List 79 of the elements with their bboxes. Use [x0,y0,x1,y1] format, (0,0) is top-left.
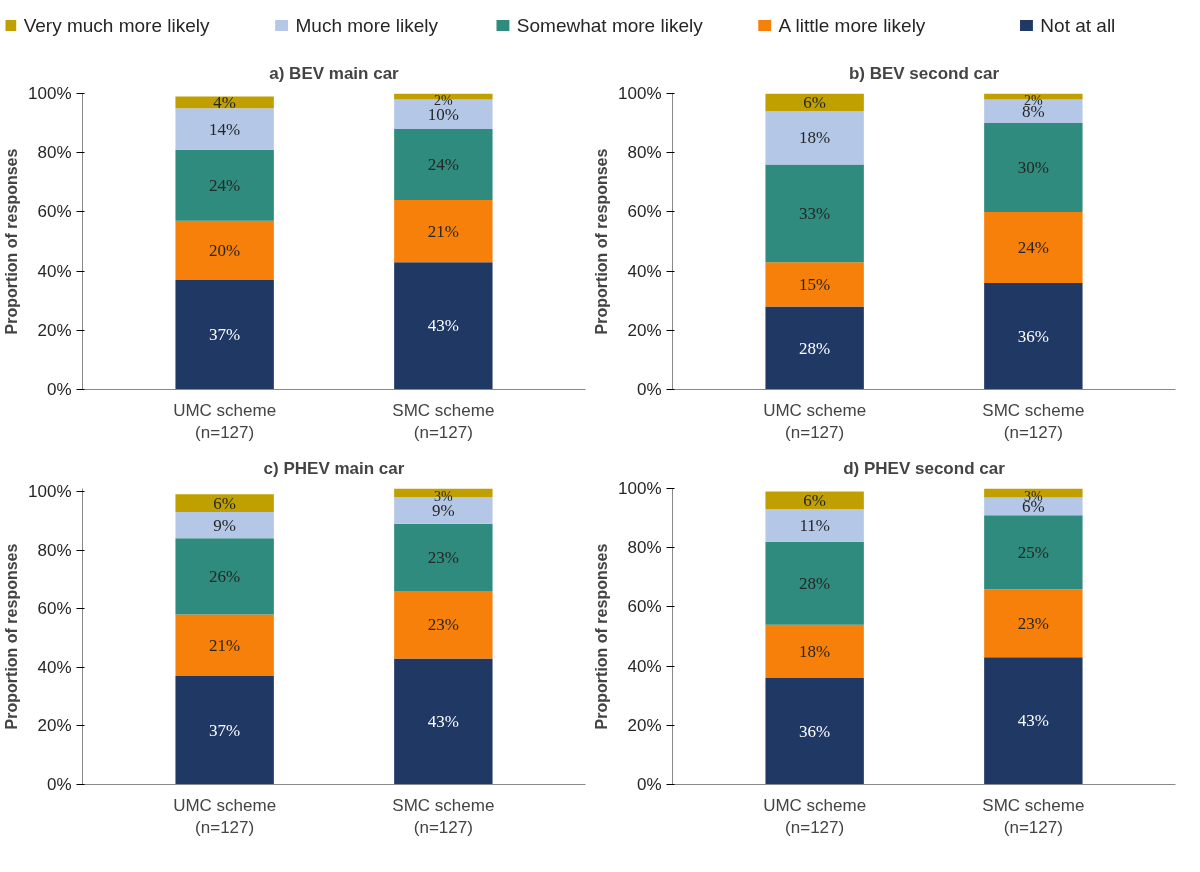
data-label: 24% [427,155,459,175]
legend-label: Not at all [1040,15,1116,36]
x-tick-label: UMC scheme (n=127) [173,795,277,838]
data-label: 23% [427,615,459,635]
legend-label: Much more likely [295,15,439,36]
y-tick-label: 100% [28,481,72,501]
data-label: 37% [209,720,241,740]
y-axis-title: Proportion of responses [593,148,611,335]
y-tick-label: 40% [37,261,72,281]
data-label: 6% [803,92,826,112]
data-label: 43% [427,711,459,731]
x-tick-label: UMC scheme (n=127) [763,795,867,838]
chart-title: b) BEV second car [848,63,1000,83]
data-label: 23% [1017,613,1049,633]
y-tick-label: 0% [636,380,662,399]
chart-title: c) PHEV main car [263,458,405,478]
data-label: 20% [209,240,241,260]
y-tick-label: 100% [28,84,72,103]
y-tick-label: 80% [627,143,662,163]
data-label: 43% [1017,711,1049,731]
data-label: 6% [803,490,826,510]
y-tick-label: 20% [37,320,72,340]
legend-label: Somewhat more likely [516,15,704,36]
y-tick-label: 0% [636,775,662,794]
y-tick-label: 20% [37,716,72,736]
y-tick-label: 0% [46,775,72,794]
data-label: 23% [427,547,459,567]
data-label: 21% [209,635,241,655]
data-label: 24% [1017,237,1049,257]
data-label: 11% [799,516,830,535]
data-label: 6% [213,493,236,513]
y-axis-title: Proportion of responses [3,543,21,730]
legend-label: Very much more likely [23,15,210,36]
y-tick-label: 60% [37,202,72,222]
data-label: 21% [427,221,459,241]
x-tick-label: SMC scheme (n=127) [982,795,1085,838]
data-label: 36% [799,721,831,741]
data-label: 26% [209,566,241,586]
x-tick-label: UMC scheme (n=127) [763,400,867,443]
data-label: 18% [799,128,831,148]
y-axis-title: Proportion of responses [593,543,611,730]
y-tick-label: 0% [46,380,72,399]
y-tick-label: 100% [618,84,662,103]
y-tick-label: 80% [37,540,72,560]
chart-title: d) PHEV second car [843,458,1006,478]
data-label: 14% [209,119,241,139]
y-axis-title: Proportion of responses [3,148,21,335]
y-tick-label: 20% [627,715,662,735]
data-label: 36% [1017,326,1049,346]
data-label: 33% [799,203,831,223]
x-tick-label: SMC scheme (n=127) [982,400,1085,443]
y-tick-label: 60% [37,599,72,619]
data-label: 30% [1017,158,1049,177]
data-label: 15% [799,274,831,294]
x-tick-label: SMC scheme (n=127) [392,795,495,838]
data-label: 25% [1017,542,1049,562]
legend-label: A little more likely [778,15,926,36]
x-tick-label: UMC scheme (n=127) [173,400,277,443]
chart-title: a) BEV main car [269,63,400,83]
y-tick-label: 100% [618,479,662,498]
y-tick-label: 60% [627,597,662,617]
data-label: 18% [799,641,831,661]
y-tick-label: 20% [627,320,662,340]
data-label: 28% [799,338,831,358]
y-tick-label: 80% [627,538,662,558]
y-tick-label: 60% [627,202,662,222]
data-label: 28% [799,573,831,593]
data-label: 24% [209,175,241,195]
y-tick-label: 40% [627,656,662,676]
data-label: 9% [213,515,236,535]
data-label: 37% [209,325,241,345]
y-tick-label: 40% [627,261,662,281]
data-label: 4% [213,92,236,112]
data-label: 10% [427,104,459,124]
y-tick-label: 40% [37,657,72,677]
y-tick-label: 80% [37,143,72,163]
data-label: 9% [432,500,455,520]
data-label: 43% [427,316,459,336]
x-tick-label: SMC scheme (n=127) [392,400,495,443]
